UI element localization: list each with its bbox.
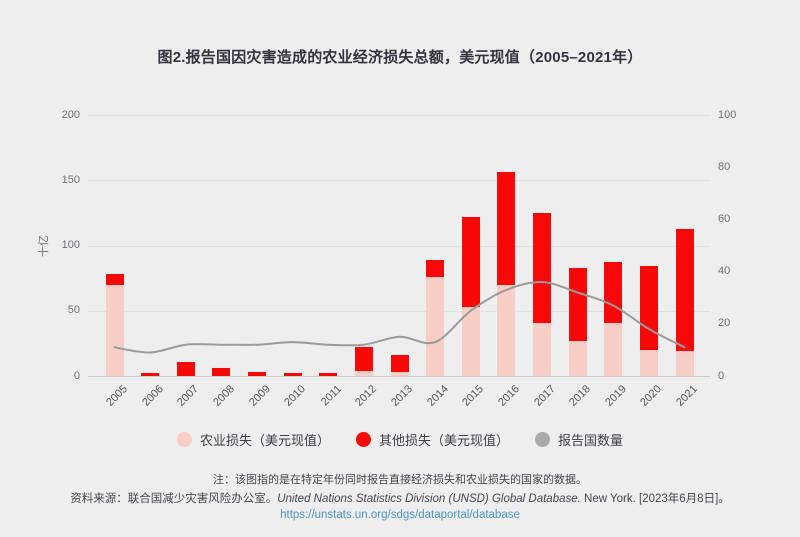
x-label-2013: 2013 [389, 383, 415, 409]
bar-other-2005 [105, 274, 124, 285]
x-label-2011: 2011 [318, 383, 344, 409]
bar-other-2016 [497, 172, 516, 285]
right-tick-100: 100 [718, 108, 737, 121]
bar-other-2009 [248, 372, 266, 376]
bar-agriculture-2021 [675, 351, 694, 376]
bar-other-2018 [568, 267, 587, 341]
x-label-2007: 2007 [175, 383, 202, 409]
x-label-2012: 2012 [353, 383, 380, 409]
bar-agriculture-2012 [354, 370, 373, 376]
source-link[interactable]: https://unstats.un.org/sdgs/dataportal/d… [280, 509, 520, 521]
x-label-2015: 2015 [460, 383, 487, 409]
source-text: 资料来源：联合国减少灾害风险办公室。United Nations Statist… [0, 490, 800, 506]
legend-label: 报告国数量 [558, 432, 624, 448]
plot-area [88, 115, 710, 377]
bar-other-2020 [639, 266, 658, 350]
source-suffix: New York. [2023年6月8日]。 [580, 493, 730, 505]
bar-other-2010 [283, 373, 302, 376]
right-tick-0: 0 [718, 369, 725, 382]
bar-agriculture-2013 [390, 372, 409, 376]
bar-agriculture-2017 [533, 322, 551, 376]
left-tick-50: 50 [67, 304, 80, 317]
legend-item-reporting-countries: 报告国数量 [535, 430, 623, 449]
x-label-2017: 2017 [531, 383, 558, 409]
x-label-2010: 2010 [282, 383, 309, 409]
right-tick-20: 20 [718, 317, 731, 330]
bar-other-2014 [426, 259, 445, 277]
bar-other-2017 [533, 212, 551, 323]
x-label-2009: 2009 [246, 383, 273, 409]
bar-other-2006 [141, 372, 160, 376]
countries-line [113, 280, 686, 354]
x-label-2019: 2019 [602, 383, 629, 409]
left-tick-150: 150 [61, 173, 80, 186]
bar-other-2015 [461, 216, 480, 307]
legend-label: 农业损失（美元现值） [199, 432, 330, 448]
x-label-2016: 2016 [496, 383, 522, 409]
x-label-2005: 2005 [104, 383, 130, 409]
source-database-name: United Nations Statistics Division (UNSD… [277, 493, 581, 505]
gridline-100 [88, 245, 710, 247]
legend-item-other-loss: 其他损失（美元现值） [355, 430, 509, 449]
bar-agriculture-2014 [426, 276, 445, 376]
source-link-row: https://unstats.un.org/sdgs/dataportal/d… [0, 509, 800, 521]
bar-agriculture-2020 [639, 349, 658, 376]
x-label-2006: 2006 [139, 383, 166, 409]
bar-agriculture-2005 [105, 284, 124, 376]
x-label-2008: 2008 [211, 383, 237, 409]
left-tick-200: 200 [61, 108, 80, 121]
left-tick-100: 100 [61, 239, 80, 251]
x-label-2020: 2020 [638, 383, 665, 409]
left-tick-0: 0 [73, 369, 80, 382]
bar-agriculture-2019 [604, 322, 623, 376]
x-label-2014: 2014 [424, 383, 451, 409]
bar-agriculture-2018 [568, 340, 587, 376]
legend-item-agriculture-loss: 农业损失（美元现值） [176, 430, 330, 449]
gridline-50 [88, 310, 710, 312]
x-label-2021: 2021 [674, 383, 700, 409]
bar-other-2013 [390, 355, 409, 373]
countries-line-layer [113, 280, 686, 354]
bar-agriculture-2015 [461, 306, 480, 376]
bar-other-2011 [319, 373, 338, 376]
bar-other-2008 [212, 368, 231, 376]
chart-title: 图2.报告国因灾害造成的农业经济损失总额，美元现值（2005–2021年） [157, 49, 643, 66]
note-text: 注：该图指的是在特定年份同时报告直接经济损失和农业损失的国家的数据。 [213, 474, 587, 486]
legend: 农业损失（美元现值） 其他损失（美元现值） 报告国数量 [0, 430, 800, 449]
right-tick-60: 60 [718, 212, 731, 225]
gridline-200 [88, 115, 710, 116]
bar-other-2012 [354, 347, 373, 371]
gridline-150 [88, 180, 710, 182]
reporting-countries-dot-icon [535, 431, 550, 447]
bar-agriculture-2016 [497, 284, 516, 376]
agriculture-loss-dot-icon [176, 431, 192, 447]
x-axis-line [88, 376, 710, 377]
bar-other-2007 [176, 361, 195, 376]
legend-label: 其他损失（美元现值） [378, 432, 509, 448]
right-tick-80: 80 [718, 160, 731, 173]
source-prefix: 资料来源：联合国减少灾害风险办公室。 [70, 493, 278, 505]
x-label-2018: 2018 [567, 383, 594, 409]
other-loss-dot-icon [355, 431, 371, 447]
bar-other-2021 [675, 228, 694, 352]
right-tick-40: 40 [718, 265, 731, 278]
